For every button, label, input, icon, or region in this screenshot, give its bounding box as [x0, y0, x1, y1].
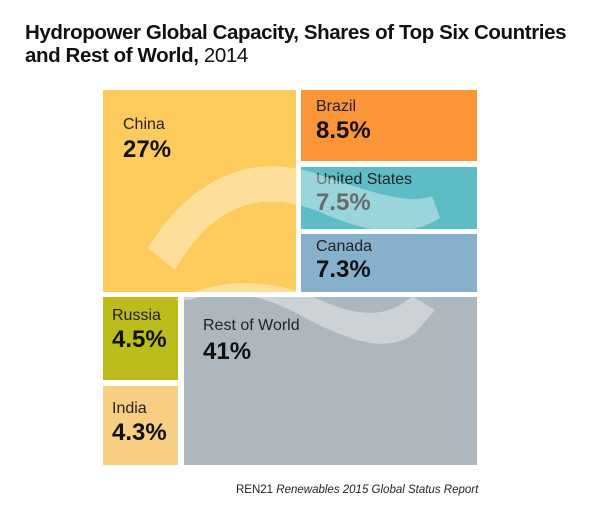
source-publication: Renewables 2015 Global Status Report	[276, 484, 479, 496]
tile-label: United States	[316, 171, 413, 188]
tile-label: China	[123, 116, 165, 133]
chart-title: Hydropower Global Capacity, Shares of To…	[25, 21, 595, 67]
tile-label: Brazil	[316, 98, 357, 115]
tile-label: India	[112, 400, 147, 417]
tile-canada: Canada 7.3%	[301, 234, 477, 292]
title-comma: ,	[193, 44, 204, 67]
tile-brazil: Brazil 8.5%	[301, 90, 477, 161]
tile-rest-of-world: Rest of World 41%	[184, 297, 477, 465]
tile-label: Canada	[316, 238, 373, 255]
chart-title-year: 2014	[203, 44, 248, 67]
tile-value: 4.5%	[112, 326, 167, 353]
tile-india: India 4.3%	[103, 386, 178, 465]
tile-russia: Russia 4.5%	[103, 297, 178, 380]
source-note: REN21 Renewables 2015 Global Status Repo…	[236, 484, 478, 496]
tile-label: Russia	[112, 307, 161, 324]
tile-value: 7.5%	[316, 189, 371, 216]
tile-united-states: United States 7.5%	[301, 167, 477, 229]
tile-value: 27%	[123, 136, 172, 163]
tile-value: 8.5%	[316, 117, 371, 144]
tile-china: China 27%	[103, 90, 296, 292]
tile-value: 7.3%	[316, 256, 371, 283]
tile-label: Rest of World	[203, 317, 300, 334]
source-org: REN21	[236, 484, 274, 496]
chart-title-text: Hydropower Global Capacity, Shares of To…	[25, 21, 567, 67]
tile-value: 4.3%	[112, 419, 167, 446]
tile-value: 41%	[203, 338, 252, 365]
